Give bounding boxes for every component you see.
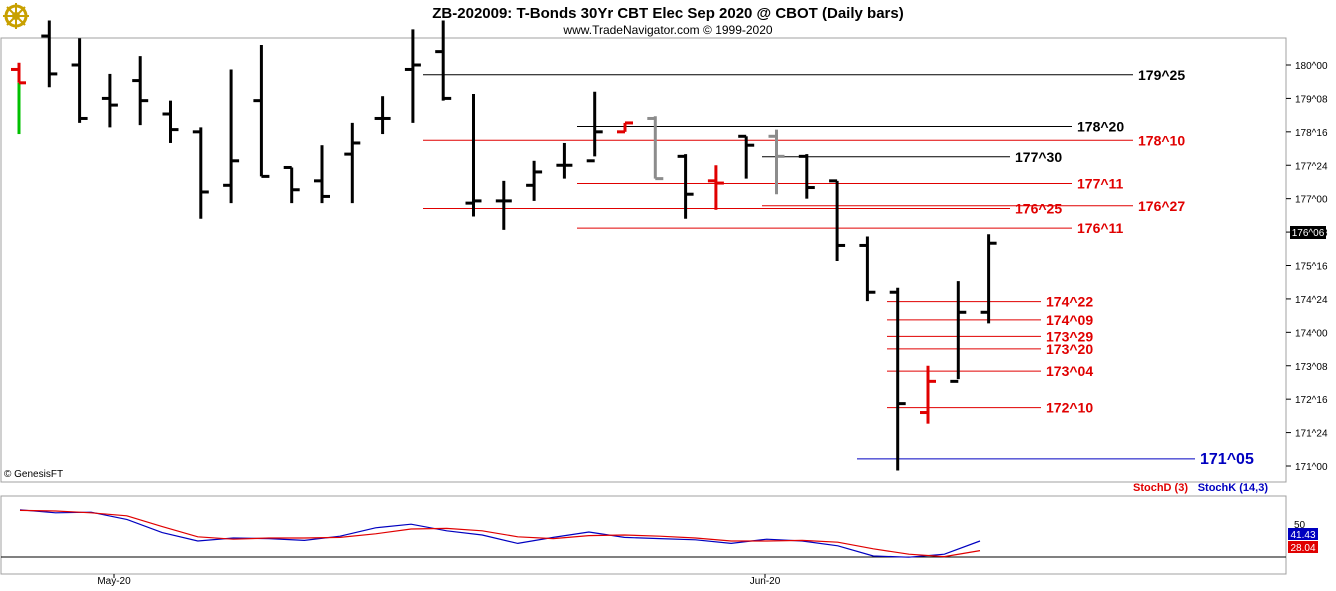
level-label: 178^10 — [1138, 132, 1185, 148]
copyright: © GenesisFT — [4, 469, 63, 480]
stoch-lines-layer — [19, 509, 981, 558]
price-tick-label: 172^16 — [1295, 395, 1328, 406]
price-tick-label: 173^08 — [1295, 362, 1328, 373]
level-label: 177^30 — [1015, 149, 1062, 165]
price-axis: 180^00179^08178^16177^24177^00176^08175^… — [1286, 61, 1328, 473]
level-label: 177^11 — [1077, 176, 1124, 192]
stochd-last-label: 28.04 — [1290, 543, 1315, 554]
level-label: 179^25 — [1138, 67, 1185, 83]
level-label: 171^05 — [1200, 451, 1254, 468]
stoch-panel — [0, 495, 1287, 575]
price-tick-label: 171^24 — [1295, 429, 1328, 440]
stoch-tick-50: 50 — [1294, 520, 1306, 531]
price-tick-label: 177^24 — [1295, 161, 1328, 172]
stoch-line — [19, 509, 981, 558]
price-tick-label: 178^16 — [1295, 128, 1328, 139]
x-tick-may: May-20 — [97, 576, 131, 587]
level-label: 176^27 — [1138, 198, 1185, 214]
price-tick-label: 174^00 — [1295, 328, 1328, 339]
ship-wheel-logo-icon — [3, 3, 29, 29]
logo — [3, 3, 29, 29]
level-label: 173^29 — [1046, 328, 1093, 344]
stochk-last-marker: 41.43 — [1288, 528, 1318, 541]
legend-stochk: StochK (14,3) — [1198, 482, 1269, 494]
price-tick-label: 179^08 — [1295, 94, 1328, 105]
legend-stochd: StochD (3) — [1133, 482, 1188, 494]
stochk-last-label: 41.43 — [1290, 530, 1315, 541]
x-tick-jun: Jun-20 — [750, 576, 781, 587]
last-price-marker: 176^06 — [1290, 226, 1326, 239]
level-label: 176^11 — [1077, 220, 1124, 236]
level-label: 173^20 — [1046, 341, 1093, 357]
price-panel — [0, 37, 1287, 483]
price-tick-label: 174^24 — [1295, 295, 1328, 306]
stoch-line — [19, 509, 981, 558]
price-tick-label: 177^00 — [1295, 195, 1328, 206]
level-label: 174^09 — [1046, 312, 1093, 328]
level-label: 176^25 — [1015, 200, 1062, 216]
last-price-label: 176^06 — [1292, 228, 1325, 239]
price-tick-label: 180^00 — [1295, 61, 1328, 72]
chart-subtitle: www.TradeNavigator.com © 1999-2020 — [562, 23, 772, 37]
level-label: 178^20 — [1077, 118, 1124, 134]
chart-title: ZB-202009: T-Bonds 30Yr CBT Elec Sep 202… — [432, 5, 903, 22]
level-label: 172^10 — [1046, 400, 1093, 416]
stochd-last-marker: 28.04 — [1288, 541, 1318, 554]
price-bars-layer — [11, 20, 997, 471]
level-label: 174^22 — [1046, 294, 1093, 310]
level-label: 173^04 — [1046, 363, 1093, 379]
price-tick-label: 175^16 — [1295, 262, 1328, 273]
price-tick-label: 171^00 — [1295, 462, 1328, 473]
